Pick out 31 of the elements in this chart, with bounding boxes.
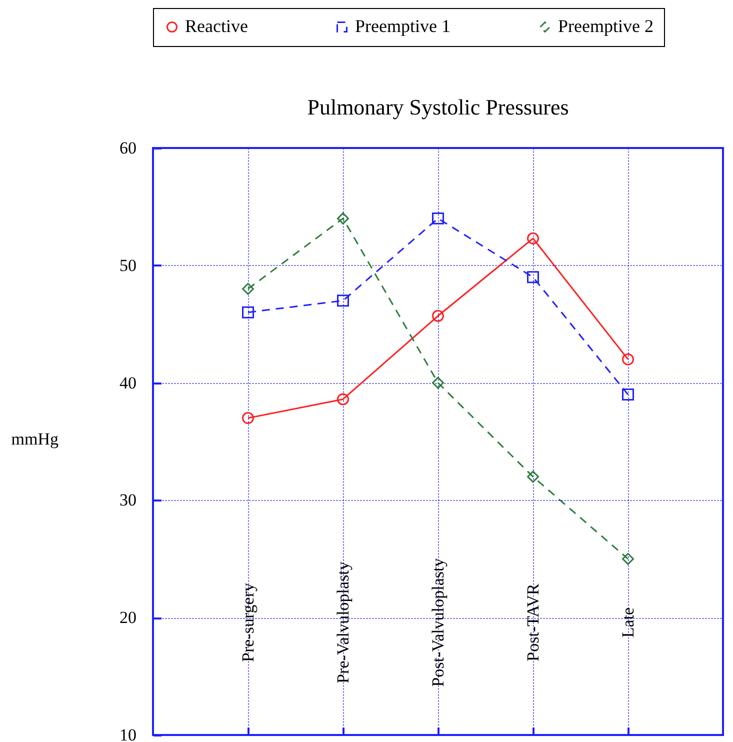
point [432,212,444,224]
point [242,412,254,424]
point [337,294,349,307]
x-tick-label: Pre-Valvuloplasty [334,561,352,684]
y-tick-label: 40 [120,373,136,392]
y-tick-label: 50 [120,256,136,275]
y-axis-title: mmHg [11,430,59,448]
point [527,470,539,483]
point [527,271,539,284]
y-tick-label: 20 [120,608,136,628]
y-tick-label: 10 [120,726,136,742]
point [337,393,349,406]
x-tick-label: Pre-surgery [238,582,258,662]
point [242,282,254,295]
point [337,212,349,224]
x-tick-label: Late [618,607,638,638]
point [242,306,254,318]
point [622,353,634,366]
legend-label: Reactive [185,16,248,36]
x-tick-label: Post-Valvuloplasty [428,558,448,687]
point [527,232,539,244]
point [622,388,634,401]
y-tick-label: 60 [120,138,136,158]
y-tick-label: 30 [120,490,136,510]
point [432,310,444,322]
x-tick-label: Post-TAVR [524,583,542,662]
chart-title: Pulmonary Systolic Pressures [307,94,569,120]
point [622,552,634,565]
legend-label: Preemptive 1 [355,16,450,36]
point [432,376,444,389]
legend-label: Preemptive 2 [558,16,654,36]
